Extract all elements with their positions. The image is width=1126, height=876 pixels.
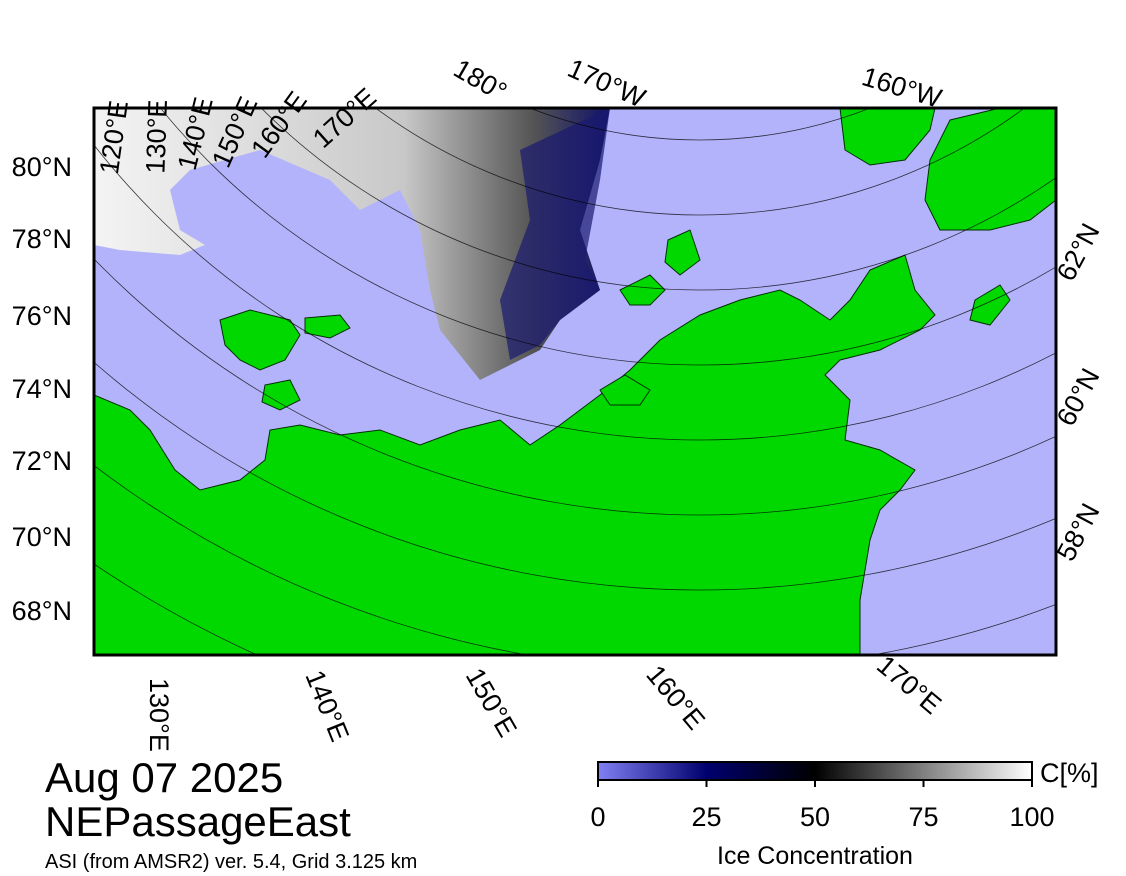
- colorbar: [597, 761, 1033, 781]
- land-island: [969, 284, 1011, 326]
- source: ASI (from AMSR2) ver. 5.4, Grid 3.125 km: [45, 851, 417, 873]
- coordinate-label: 76°N: [12, 301, 72, 331]
- parallel: [528, 108, 872, 141]
- graticule: [94, 108, 1056, 655]
- coordinate-label: 150°E: [460, 663, 523, 742]
- colorbar-tick-label: 75: [908, 802, 938, 832]
- coordinate-label: 160°E: [640, 660, 710, 736]
- parallel: [94, 361, 1056, 591]
- land-island: [304, 314, 351, 339]
- land-wrangel: [664, 229, 701, 276]
- land-mainland: [94, 254, 936, 655]
- date: Aug 07 2025: [45, 754, 283, 801]
- coordinate-label: 180°: [449, 53, 512, 107]
- coordinate-label: 160°W: [858, 61, 945, 114]
- colorbar-tick-label: 100: [1009, 802, 1054, 832]
- land-island: [619, 274, 666, 306]
- map-frame: [92, 106, 1058, 657]
- coordinate-label: 74°N: [12, 374, 72, 404]
- coordinate-label: 68°N: [12, 596, 72, 626]
- colorbar-label: Ice Concentration: [717, 842, 913, 870]
- coordinate-label: 140°E: [299, 666, 354, 746]
- coordinate-label: 170°E: [871, 650, 947, 720]
- coordinate-label: 70°N: [12, 522, 72, 552]
- land-island: [261, 379, 301, 411]
- colorbar-tick-label: 0: [590, 802, 605, 832]
- coordinate-label: 58°N: [1051, 498, 1106, 565]
- coordinate-label: 72°N: [12, 446, 72, 476]
- colorbar-tick-label: 50: [800, 802, 830, 832]
- colorbar-tick-label: 25: [691, 802, 721, 832]
- land-new-siberian: [219, 309, 301, 371]
- coordinate-label: 130°E: [144, 678, 174, 752]
- ice-edge: [500, 108, 610, 360]
- land-alaska-north: [839, 108, 936, 166]
- land-island: [599, 374, 651, 406]
- coordinate-label: 130°E: [140, 99, 173, 174]
- parallel: [260, 108, 1056, 291]
- parallel: [375, 108, 1025, 216]
- parallel: [94, 144, 1056, 441]
- coordinate-label: 62°N: [1051, 218, 1106, 285]
- colorbar-unit: C[%]: [1040, 758, 1099, 788]
- coordinate-label: 80°N: [12, 152, 72, 182]
- map-area: [94, 108, 1056, 655]
- colorbar-ticks: 0 25 50 75 100: [590, 780, 1055, 832]
- sea-ice: [94, 108, 610, 380]
- coordinate-label: 170°W: [563, 53, 650, 114]
- coordinate-label: 78°N: [12, 224, 72, 254]
- parallel: [160, 108, 1056, 366]
- parallel: [94, 258, 1056, 516]
- region: NEPassageEast: [45, 798, 351, 845]
- coordinate-label: 60°N: [1051, 363, 1106, 430]
